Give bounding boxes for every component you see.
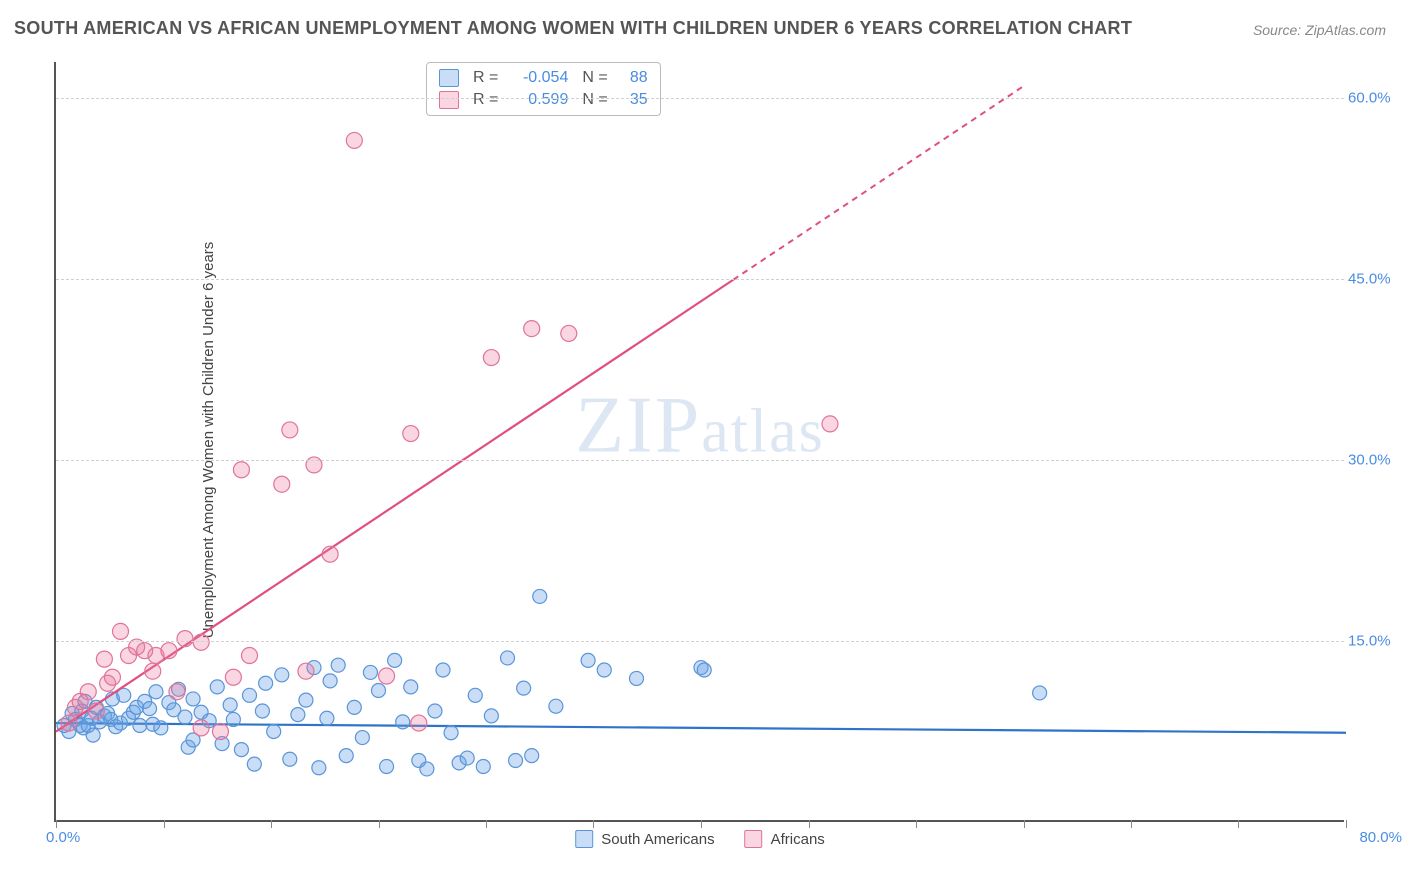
swatch-africans bbox=[439, 91, 459, 109]
legend-item-south-americans: South Americans bbox=[575, 830, 714, 848]
stat-n-label: N = bbox=[582, 69, 607, 87]
gridline bbox=[56, 279, 1344, 280]
ytick-label: 15.0% bbox=[1348, 633, 1406, 650]
gridline bbox=[56, 460, 1344, 461]
x-max-label: 80.0% bbox=[1359, 829, 1402, 846]
stats-box: R = -0.054 N = 88 R = 0.599 N = 35 bbox=[426, 62, 661, 116]
legend-label-africans: Africans bbox=[771, 831, 825, 848]
stat-r-label: R = bbox=[473, 69, 498, 87]
stat-r-value-sa: -0.054 bbox=[508, 69, 568, 87]
stat-r-label-2: R = bbox=[473, 91, 498, 109]
chart-svg bbox=[56, 62, 1344, 820]
xtick bbox=[809, 820, 810, 828]
chart-title: SOUTH AMERICAN VS AFRICAN UNEMPLOYMENT A… bbox=[14, 18, 1132, 39]
xtick bbox=[56, 820, 57, 828]
xtick bbox=[1346, 820, 1347, 828]
legend-label-south-americans: South Americans bbox=[601, 831, 714, 848]
xtick bbox=[593, 820, 594, 828]
plot-area: ZIPatlas R = -0.054 N = 88 R = 0.599 N =… bbox=[54, 62, 1344, 822]
ytick-label: 30.0% bbox=[1348, 452, 1406, 469]
gridline bbox=[56, 98, 1344, 99]
xtick bbox=[1024, 820, 1025, 828]
gridline bbox=[56, 641, 1344, 642]
legend-item-africans: Africans bbox=[745, 830, 825, 848]
swatch-south-americans bbox=[439, 69, 459, 87]
ytick-label: 45.0% bbox=[1348, 271, 1406, 288]
xtick bbox=[916, 820, 917, 828]
xtick bbox=[486, 820, 487, 828]
source-label: Source: ZipAtlas.com bbox=[1253, 22, 1386, 38]
xtick bbox=[271, 820, 272, 828]
legend-swatch-africans bbox=[745, 830, 763, 848]
xtick bbox=[164, 820, 165, 828]
stats-row-africans: R = 0.599 N = 35 bbox=[439, 89, 648, 111]
xtick bbox=[1238, 820, 1239, 828]
xtick bbox=[379, 820, 380, 828]
stat-n-value-af: 35 bbox=[618, 91, 648, 109]
stat-n-value-sa: 88 bbox=[618, 69, 648, 87]
xtick bbox=[1131, 820, 1132, 828]
legend: South Americans Africans bbox=[575, 830, 825, 848]
xtick bbox=[701, 820, 702, 828]
x-min-label: 0.0% bbox=[46, 829, 80, 846]
stat-n-label-2: N = bbox=[582, 91, 607, 109]
stat-r-value-af: 0.599 bbox=[508, 91, 568, 109]
ytick-label: 60.0% bbox=[1348, 90, 1406, 107]
legend-swatch-south-americans bbox=[575, 830, 593, 848]
stats-row-south-americans: R = -0.054 N = 88 bbox=[439, 67, 648, 89]
